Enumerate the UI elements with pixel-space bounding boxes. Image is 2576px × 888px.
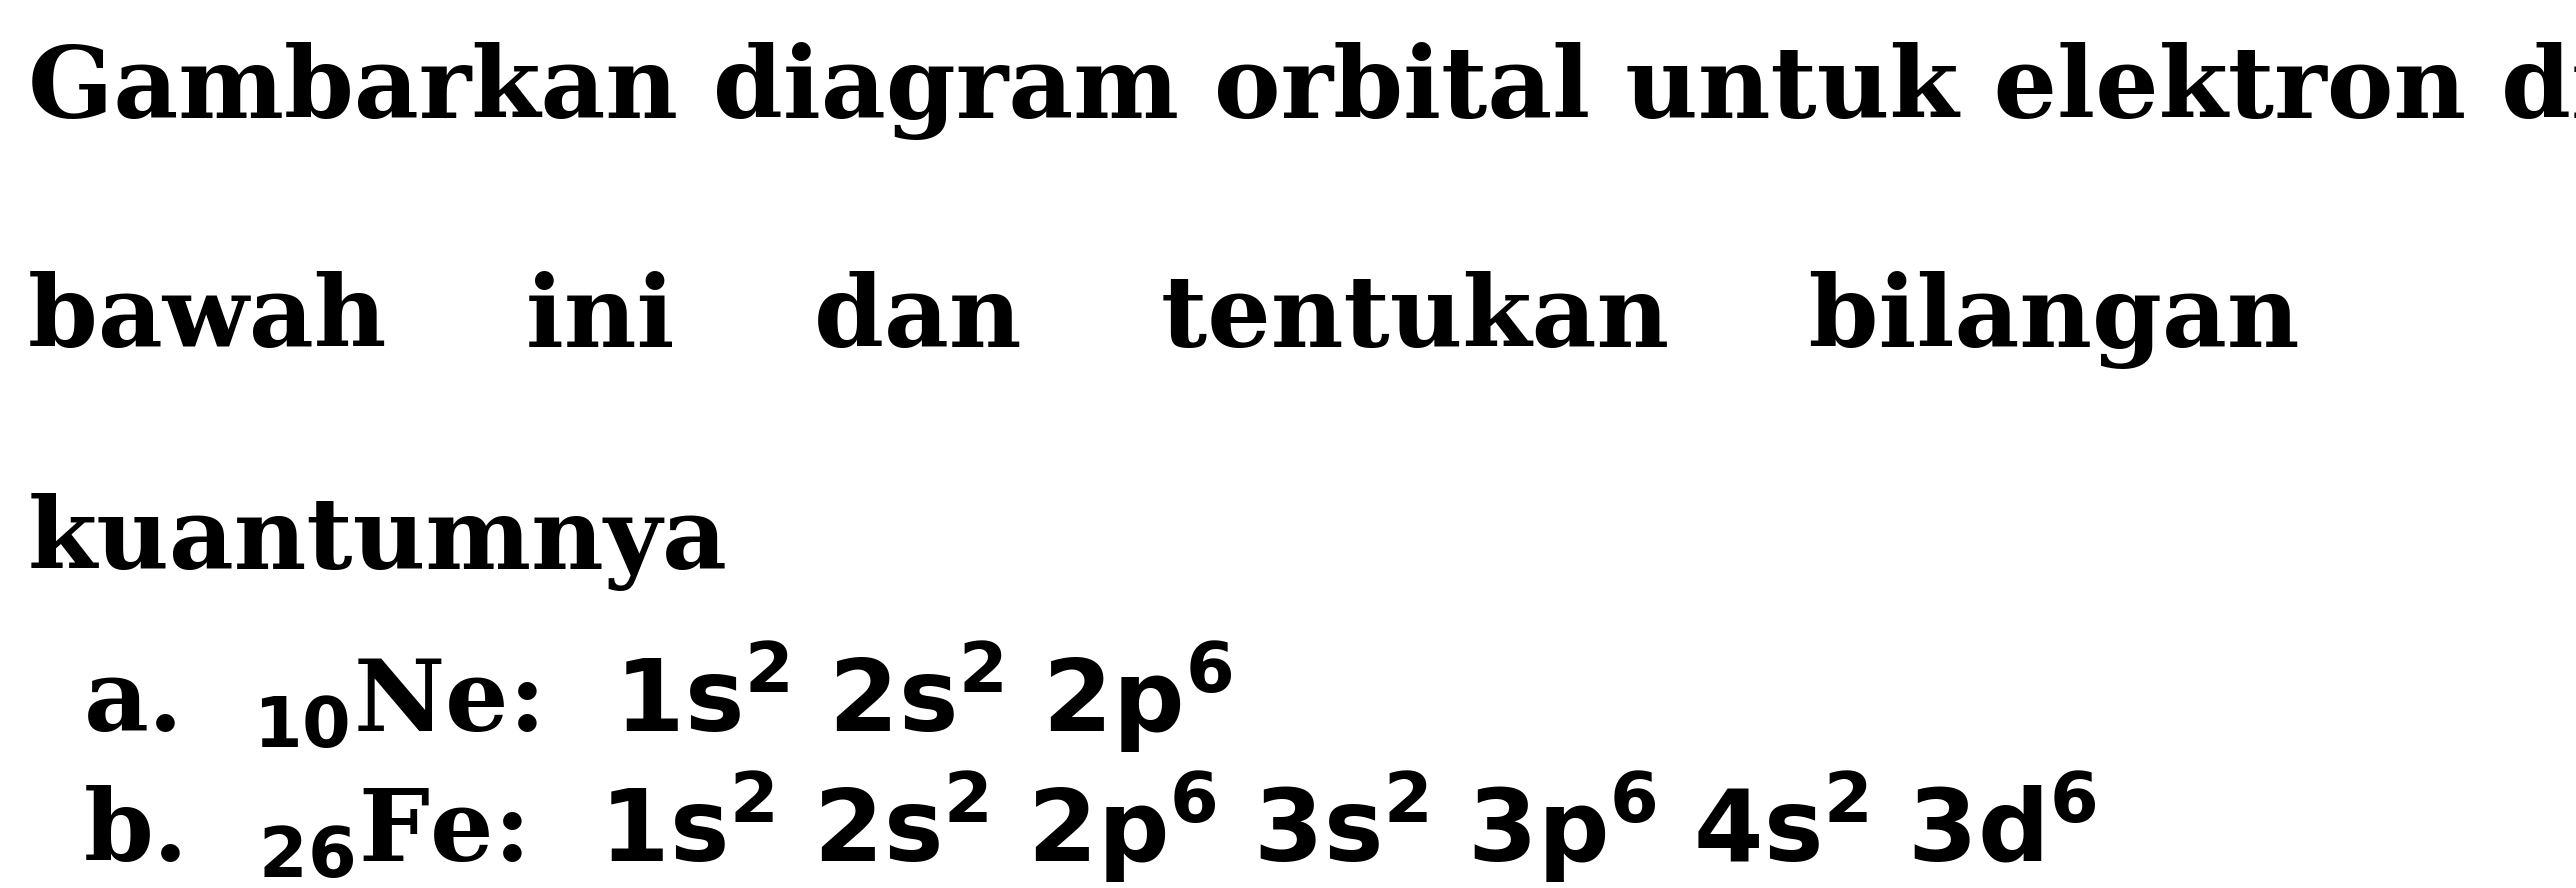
Text: kuantumnya: kuantumnya xyxy=(28,493,726,591)
Text: bawah    ini    dan    tentukan    bilangan: bawah ini dan tentukan bilangan xyxy=(28,272,2300,369)
Text: a.  $\mathbf{{}_{10}}$Ne:  $\mathbf{1s^{2}\ 2s^{2}\ 2p^{6}}$: a. $\mathbf{{}_{10}}$Ne: $\mathbf{1s^{2}… xyxy=(82,638,1231,754)
Text: Gambarkan diagram orbital untuk elektron di: Gambarkan diagram orbital untuk elektron… xyxy=(28,43,2576,140)
Text: b.  $\mathbf{{}_{26}}$Fe:  $\mathbf{1s^{2}\ 2s^{2}\ 2p^{6}\ 3s^{2}\ 3p^{6}\ 4s^{: b. $\mathbf{{}_{26}}$Fe: $\mathbf{1s^{2}… xyxy=(82,768,2097,884)
